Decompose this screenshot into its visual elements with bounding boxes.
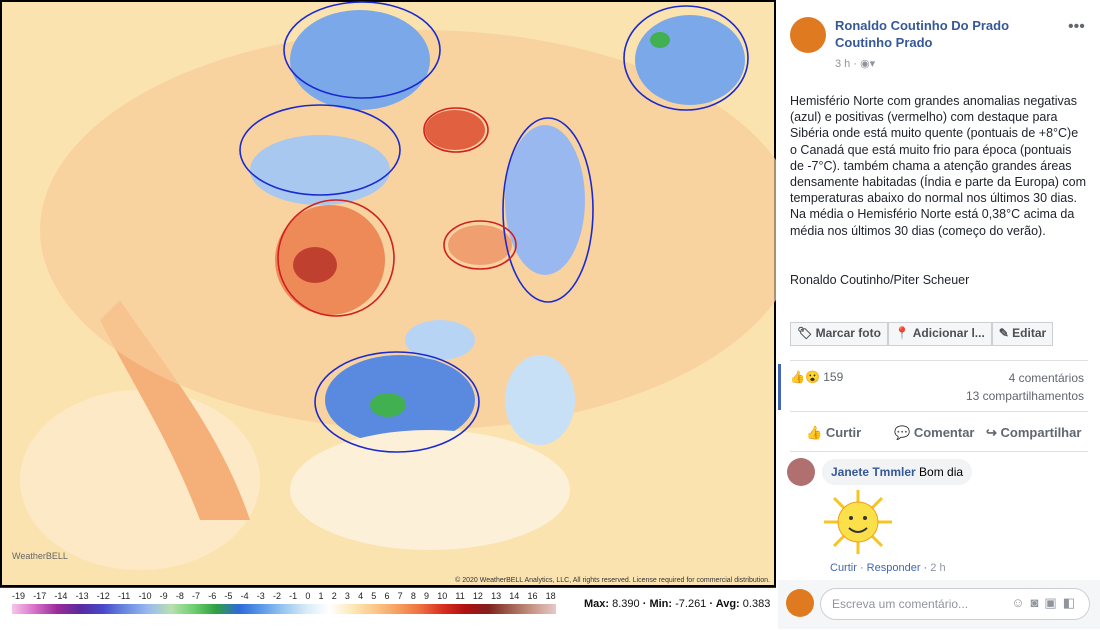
scale-label: -5: [224, 591, 233, 601]
scale-label: 13: [491, 591, 502, 601]
comment-reply[interactable]: Responder: [866, 562, 921, 574]
scale-label: 4: [358, 591, 364, 601]
scale-label: -3: [256, 591, 265, 601]
map-stats: Max: 8.390 · Min: -7.261 · Avg: 0.383: [584, 598, 771, 610]
map-image: WeatherBELL © 2020 WeatherBELL Analytics…: [0, 0, 800, 587]
action-text[interactable]: Comentar: [913, 425, 975, 440]
photo-button[interactable]: ✎ Editar: [991, 322, 1054, 346]
share-button[interactable]: ↪ Compartilhar: [986, 425, 1082, 440]
like-button[interactable]: 👍 Curtir: [806, 425, 862, 440]
comment-sticker: [824, 490, 892, 554]
comment-author[interactable]: Janete Tmmler: [831, 465, 916, 479]
comment-input[interactable]: Escreva um comentário... ☺◙▣◧: [820, 588, 1090, 620]
scale-label: -1: [289, 591, 298, 601]
scale-label: 16: [527, 591, 538, 601]
comments-count[interactable]: 4 comentários: [1008, 371, 1084, 385]
comment-button[interactable]: 💬 Comentar: [894, 425, 975, 440]
stat-value: -7.261: [675, 598, 707, 610]
reaction-count[interactable]: 159: [823, 370, 844, 384]
stat-label: Avg:: [715, 598, 740, 610]
more-menu[interactable]: •••: [1068, 18, 1085, 35]
action-text[interactable]: Curtir: [825, 425, 862, 440]
stat-value: 0.383: [742, 598, 771, 610]
button-text[interactable]: Editar: [1012, 326, 1047, 340]
scale-label: 6: [384, 591, 390, 601]
photo-actions: 🏷 Marcar foto 📍 Adicionar l... ✎ Editar: [790, 322, 1054, 346]
scale-label: 9: [424, 591, 430, 601]
anomaly-map: WeatherBELL © 2020 WeatherBELL Analytics…: [2, 1, 800, 585]
divider: [790, 451, 1088, 452]
scale-label: -17: [33, 591, 47, 601]
photo-button[interactable]: 📍 Adicionar l...: [887, 322, 992, 346]
scale-label: -14: [54, 591, 68, 601]
divider: [790, 411, 1088, 412]
stat-label: Max:: [584, 598, 610, 610]
scale-label: 0: [305, 591, 311, 601]
comment-text: Bom dia: [919, 465, 964, 479]
avatar: [790, 17, 826, 53]
post-body: Hemisfério Norte com grandes anomalias n…: [790, 94, 1087, 238]
scale-gradient: [12, 604, 556, 614]
scale-label: -19: [12, 591, 26, 601]
photo-button[interactable]: 🏷 Marcar foto: [790, 322, 888, 346]
scale-label: 8: [410, 591, 416, 601]
map-logo: WeatherBELL: [12, 551, 68, 561]
scale-label: -4: [240, 591, 249, 601]
button-text[interactable]: Adicionar l...: [912, 326, 985, 340]
scale-label: -12: [96, 591, 110, 601]
highlight-bar: [778, 364, 781, 410]
scale-label: 10: [437, 591, 448, 601]
comment-time[interactable]: 2 h: [930, 562, 946, 574]
stat-value: 8.390: [612, 598, 640, 610]
scale-label: -11: [117, 591, 131, 601]
scale-label: -7: [192, 591, 201, 601]
input-icons[interactable]: ☺◙▣◧: [1011, 595, 1081, 610]
comment-bubble: Janete Tmmler Bom dia: [822, 459, 973, 485]
scale-label: 2: [331, 591, 337, 601]
stat-label: Min:: [649, 598, 673, 610]
input-placeholder[interactable]: Escreva um comentário...: [832, 597, 969, 611]
comment-composer: Escreva um comentário... ☺◙▣◧: [778, 580, 1100, 629]
author-name[interactable]: Ronaldo Coutinho Do Prado: [835, 18, 1010, 33]
scale-label: -9: [159, 591, 168, 601]
scale-label: -6: [208, 591, 217, 601]
color-scale: -19 -17 -14 -13 -12 -11 -10 -9 -8 -7 -6 -5 -4 -3 -2 -1 0…: [0, 587, 776, 630]
post-signature: Ronaldo Coutinho/Piter Scheuer: [790, 273, 970, 287]
scale-label: -2: [272, 591, 281, 601]
comment-avatar: [787, 458, 815, 486]
composer-avatar: [786, 589, 814, 617]
author-name[interactable]: Coutinho Prado: [835, 35, 933, 50]
scale-label: -8: [175, 591, 184, 601]
comment-links: Curtir · Responder · 2 h: [830, 562, 946, 574]
divider: [790, 360, 1088, 361]
scale-labels: -19 -17 -14 -13 -12 -11 -10 -9 -8 -7 -6 -5 -4 -3 -2 -1 0…: [12, 591, 556, 601]
button-text[interactable]: Marcar foto: [815, 326, 881, 340]
scale-label: 7: [397, 591, 403, 601]
scale-label: 14: [509, 591, 520, 601]
reactions[interactable]: 👍😮 159: [790, 370, 844, 384]
scale-label: 11: [455, 591, 465, 601]
action-text[interactable]: Compartilhar: [1000, 425, 1082, 440]
post-time[interactable]: 3 h · ◉▾: [835, 58, 876, 70]
scale-label: -13: [75, 591, 89, 601]
shares-count[interactable]: 13 compartilhamentos: [965, 389, 1084, 403]
post-panel: Ronaldo Coutinho Do Prado Coutinho Prado…: [778, 0, 1100, 629]
scale-label: 3: [344, 591, 350, 601]
comment-like[interactable]: Curtir: [830, 562, 857, 574]
scale-label: 1: [318, 591, 324, 601]
scale-label: 5: [371, 591, 377, 601]
map-copyright: © 2020 WeatherBELL Analytics, LLC, All r…: [455, 576, 770, 584]
scale-label: 18: [545, 591, 556, 601]
time-text[interactable]: 3 h: [835, 58, 851, 70]
scale-label: 12: [472, 591, 483, 601]
scale-label: -10: [138, 591, 152, 601]
